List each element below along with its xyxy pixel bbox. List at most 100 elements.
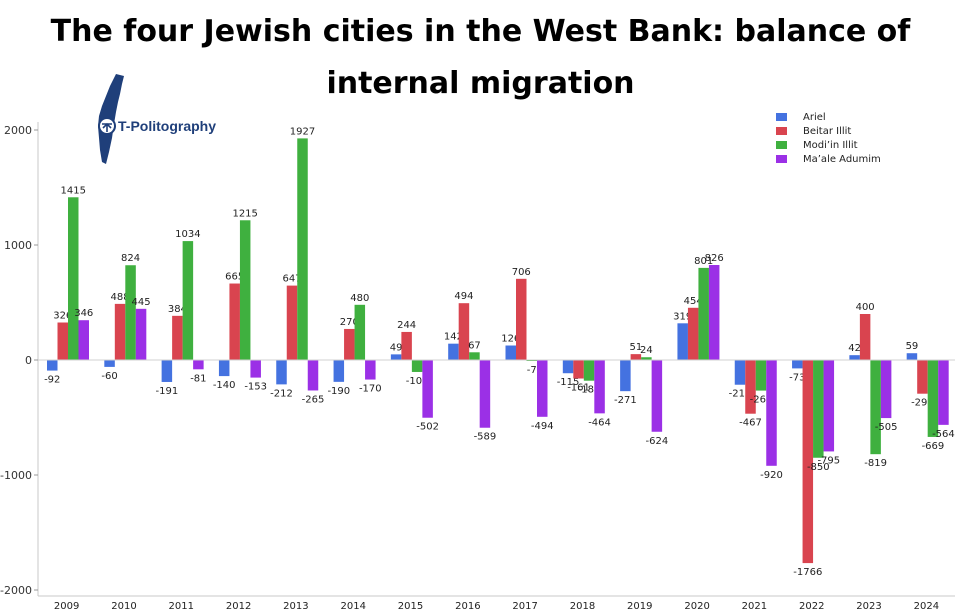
legend-label: Ariel bbox=[803, 111, 826, 123]
data-label: 346 bbox=[74, 308, 93, 319]
legend-item: Ariel bbox=[776, 110, 881, 124]
data-label: 59 bbox=[906, 341, 919, 352]
bar-beitar-illit-2024 bbox=[917, 360, 928, 394]
x-tick-label: 2021 bbox=[742, 601, 767, 612]
data-label: 270 bbox=[340, 317, 359, 328]
data-label: -505 bbox=[875, 422, 898, 433]
data-label: -1766 bbox=[793, 567, 822, 578]
y-tick-label: 1000 bbox=[4, 239, 32, 252]
bar-ariel-2015 bbox=[390, 354, 402, 360]
bar-ma-ale-adumim-2024 bbox=[938, 360, 949, 425]
data-label: 706 bbox=[512, 267, 531, 278]
y-tick-label: 2000 bbox=[4, 124, 32, 137]
y-tick-label: 0 bbox=[25, 354, 32, 367]
bar-ma-ale-adumim-2013 bbox=[307, 360, 319, 391]
bar-ma-ale-adumim-2021 bbox=[766, 360, 777, 466]
bar-chart: -2000 -1000 0 1000 2000 -92 326 1415 346 2009 -60 4… bbox=[0, 122, 955, 612]
data-label: 494 bbox=[454, 291, 473, 302]
x-tick-label: 2011 bbox=[169, 601, 194, 612]
bar-ariel-2017 bbox=[505, 345, 516, 360]
y-tick-label: -1000 bbox=[0, 469, 32, 482]
data-label: -266 bbox=[750, 395, 773, 406]
bar-beitar-illit-2023 bbox=[859, 314, 871, 360]
data-label: 824 bbox=[121, 253, 140, 264]
chart-title: The four Jewish cities in the West Bank:… bbox=[50, 14, 911, 101]
legend-label: Beitar Illit bbox=[803, 125, 852, 137]
data-label: -271 bbox=[614, 395, 637, 406]
data-label: -81 bbox=[190, 373, 206, 384]
bar-beitar-illit-2017 bbox=[516, 278, 527, 360]
legend-label: Modi’in Illit bbox=[803, 139, 858, 151]
data-label: -104 bbox=[406, 376, 429, 387]
bar-modi-in-illit-2011 bbox=[182, 241, 194, 360]
bar-beitar-illit-2013 bbox=[286, 285, 298, 360]
legend-swatch bbox=[776, 141, 787, 149]
bar-ma-ale-adumim-2009 bbox=[78, 320, 89, 360]
data-label: -140 bbox=[213, 380, 236, 391]
bar-ma-ale-adumim-2011 bbox=[193, 360, 204, 370]
bar-beitar-illit-2020 bbox=[687, 307, 699, 360]
data-label: 244 bbox=[397, 320, 416, 331]
bar-beitar-illit-2010 bbox=[114, 303, 126, 360]
x-tick-label: 2014 bbox=[340, 601, 365, 612]
logo: T-Politography bbox=[90, 72, 250, 172]
data-label: -819 bbox=[864, 458, 887, 469]
data-label: 445 bbox=[132, 297, 151, 308]
data-label: -115 bbox=[557, 377, 580, 388]
bar-beitar-illit-2011 bbox=[172, 315, 183, 360]
data-label: 826 bbox=[705, 253, 724, 264]
data-label: -850 bbox=[807, 462, 830, 473]
bar-beitar-illit-2012 bbox=[229, 283, 240, 360]
data-label: -920 bbox=[760, 470, 783, 481]
data-label: 142 bbox=[444, 332, 463, 343]
data-label: 51 bbox=[630, 342, 643, 353]
legend-swatch bbox=[776, 113, 787, 121]
data-label: -170 bbox=[359, 384, 382, 395]
data-label: 1415 bbox=[61, 185, 86, 196]
data-label: -624 bbox=[646, 436, 669, 447]
bar-ma-ale-adumim-2020 bbox=[708, 265, 720, 360]
legend-swatch bbox=[776, 155, 787, 163]
data-label: 1034 bbox=[175, 229, 200, 240]
data-label: 665 bbox=[225, 272, 244, 283]
data-label: 319 bbox=[673, 311, 692, 322]
data-label: 1927 bbox=[290, 126, 315, 137]
data-label: -564 bbox=[932, 429, 955, 440]
bar-beitar-illit-2018 bbox=[573, 360, 584, 379]
x-tick-label: 2013 bbox=[283, 601, 308, 612]
bar-ariel-2020 bbox=[677, 323, 688, 360]
bar-ariel-2022 bbox=[792, 360, 803, 369]
bar-modi-in-illit-2023 bbox=[870, 360, 881, 455]
legend-item: Beitar Illit bbox=[776, 124, 881, 138]
data-label: 67 bbox=[468, 340, 481, 351]
x-tick-label: 2020 bbox=[684, 601, 709, 612]
x-tick-label: 2018 bbox=[570, 601, 595, 612]
bar-ariel-2018 bbox=[562, 360, 574, 374]
data-label: -161 bbox=[567, 383, 590, 394]
data-label: -795 bbox=[817, 455, 840, 466]
x-tick-label: 2019 bbox=[627, 601, 652, 612]
y-tick-label: -2000 bbox=[0, 584, 32, 597]
bar-ariel-2021 bbox=[734, 360, 746, 385]
x-tick-label: 2015 bbox=[398, 601, 423, 612]
data-label: -180 bbox=[578, 385, 601, 396]
data-label: 326 bbox=[53, 311, 72, 322]
data-label: 488 bbox=[111, 292, 130, 303]
bar-ariel-2019 bbox=[620, 360, 631, 392]
bar-modi-in-illit-2014 bbox=[354, 304, 366, 360]
bar-ariel-2010 bbox=[104, 360, 115, 367]
bar-beitar-illit-2016 bbox=[458, 303, 470, 360]
bar-ariel-2024 bbox=[906, 353, 918, 360]
data-label: -92 bbox=[44, 375, 60, 386]
bar-beitar-illit-2022 bbox=[802, 360, 814, 564]
data-label: 400 bbox=[856, 302, 875, 313]
data-label: 42 bbox=[848, 343, 861, 354]
x-tick-label: 2012 bbox=[226, 601, 251, 612]
bar-ariel-2012 bbox=[218, 360, 230, 377]
data-label: -212 bbox=[270, 388, 293, 399]
data-label: 49 bbox=[390, 342, 403, 353]
data-label: -293 bbox=[911, 398, 934, 409]
bar-modi-in-illit-2015 bbox=[411, 360, 423, 372]
bar-ariel-2009 bbox=[47, 360, 58, 371]
data-label: -265 bbox=[302, 394, 325, 405]
